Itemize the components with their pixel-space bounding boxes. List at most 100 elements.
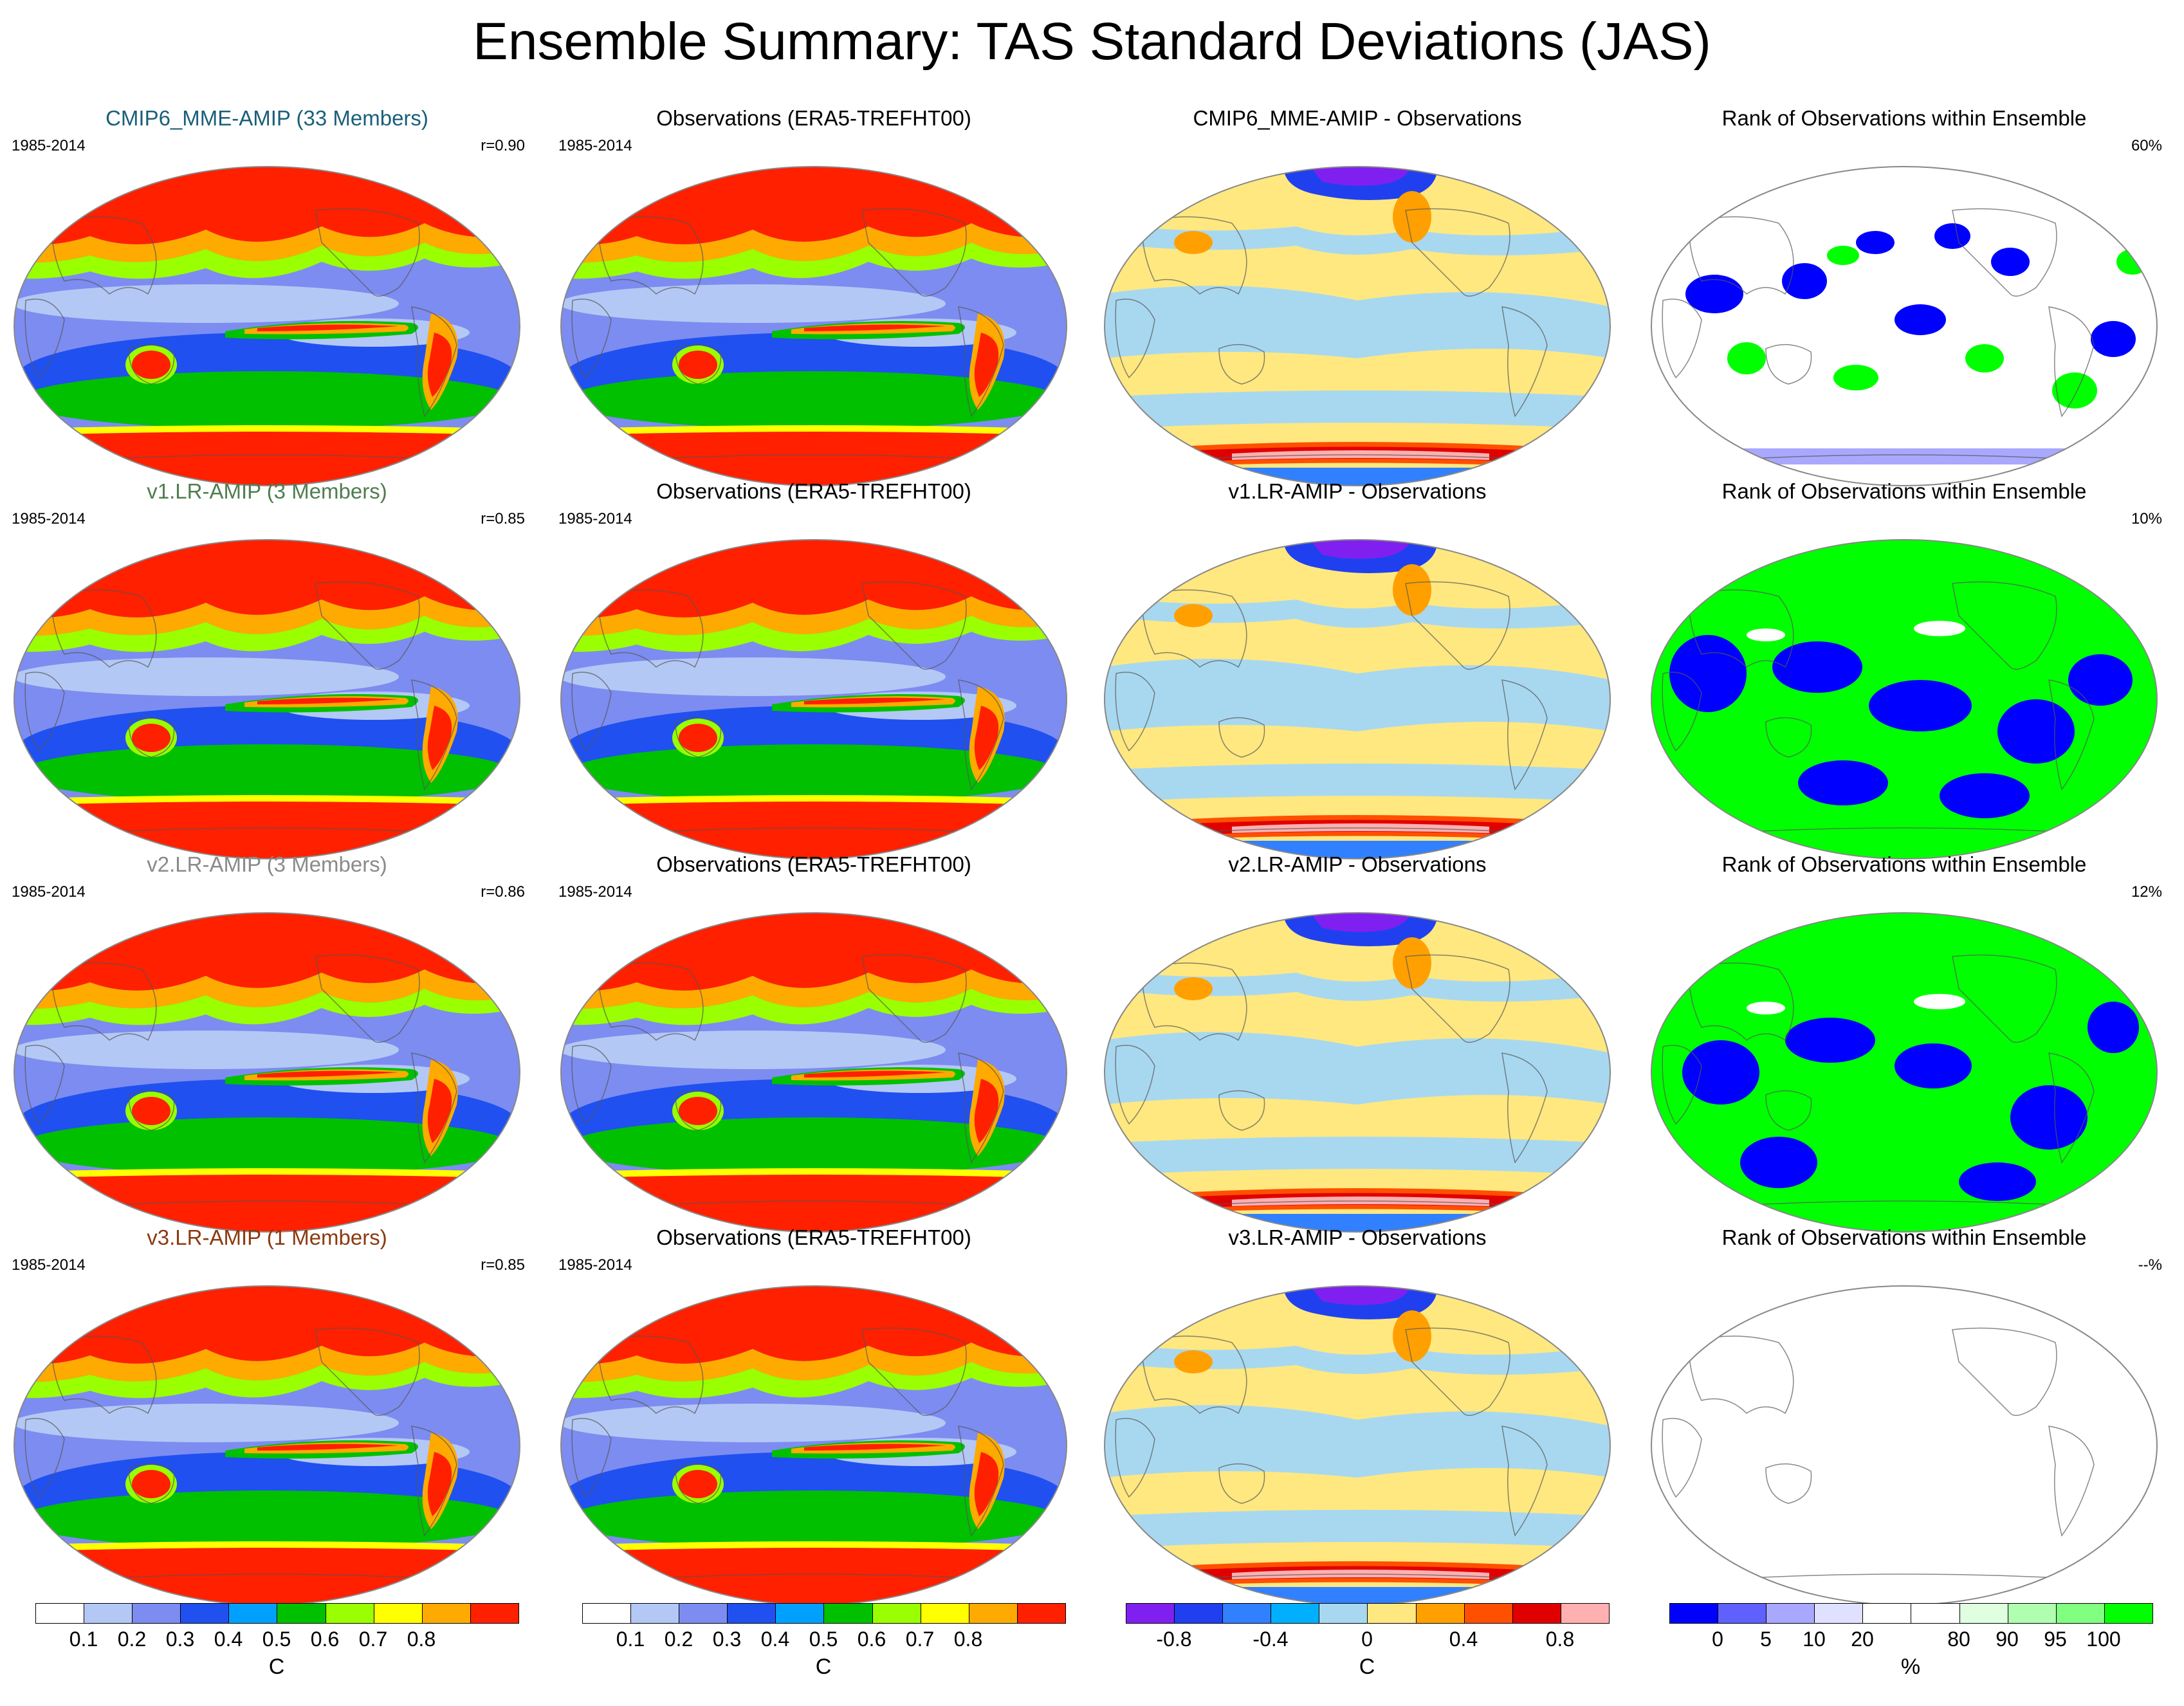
colorbar-sd: 0.1 0.2 0.3 0.4 0.5 0.6 0.7 0.8 C bbox=[582, 1603, 1084, 1706]
globe-map bbox=[560, 1285, 1067, 1606]
colorbar-swatch bbox=[583, 1604, 632, 1623]
colorbar-swatch bbox=[374, 1604, 423, 1623]
colorbar-swatch bbox=[2104, 1604, 2152, 1623]
period-label: 1985-2014 bbox=[558, 1256, 632, 1274]
colorbar-swatch bbox=[1959, 1604, 2008, 1623]
panel-title: Rank of Observations within Ensemble bbox=[1721, 1225, 2087, 1249]
globe-map bbox=[1104, 1285, 1611, 1606]
colorbar-tick-label: 0.2 bbox=[117, 1628, 147, 1651]
colorbar-tick-label: -0.4 bbox=[1253, 1628, 1289, 1651]
globe-map bbox=[1104, 166, 1611, 486]
globe-map bbox=[1651, 539, 2158, 859]
globe-map bbox=[1104, 912, 1611, 1233]
colorbar-swatch bbox=[1368, 1604, 1417, 1623]
colorbar-tick-label: 0.3 bbox=[165, 1628, 195, 1651]
globe-map bbox=[560, 166, 1067, 486]
panel-rank-row1: Rank of Observations within Ensemble 60% bbox=[1637, 106, 2171, 486]
colorbar-tick-label: 0.6 bbox=[310, 1628, 340, 1651]
panel-title: Observations (ERA5-TREFHT00) bbox=[656, 852, 971, 876]
colorbar-diff: -0.8 -0.4 0 0.4 0.8 C bbox=[1126, 1603, 1628, 1706]
colorbar-tick-label: 0 bbox=[1712, 1628, 1723, 1651]
panel-model-row2: v1.LR-AMIP (3 Members) 1985-2014 r=0.85 bbox=[0, 479, 534, 859]
panel-obs-row3: Observations (ERA5-TREFHT00) 1985-2014 bbox=[547, 852, 1081, 1233]
rank-percent-label: 60% bbox=[2131, 137, 2162, 154]
colorbar-swatch bbox=[728, 1604, 776, 1623]
colorbar-tick-label: 0.8 bbox=[1545, 1628, 1575, 1651]
globe-map bbox=[1651, 166, 2158, 486]
colorbar-tick-label: 0.5 bbox=[809, 1628, 838, 1651]
globe-map bbox=[14, 1285, 520, 1606]
correlation-label: r=0.85 bbox=[481, 510, 525, 527]
colorbar-swatch bbox=[776, 1604, 825, 1623]
panel-title: Rank of Observations within Ensemble bbox=[1721, 479, 2087, 503]
colorbar-swatch bbox=[1815, 1604, 1864, 1623]
colorbar-swatch bbox=[84, 1604, 133, 1623]
colorbar-swatch bbox=[1766, 1604, 1815, 1623]
colorbar-tick-label: 0.5 bbox=[262, 1628, 291, 1651]
panel-title: v3.LR-AMIP (1 Members) bbox=[147, 1225, 387, 1249]
panel-model-row4: v3.LR-AMIP (1 Members) 1985-2014 r=0.85 bbox=[0, 1225, 534, 1606]
panel-title: CMIP6_MME-AMIP - Observations bbox=[1193, 106, 1522, 130]
colorbar-tick-label: 0.1 bbox=[616, 1628, 645, 1651]
colorbar-swatch bbox=[277, 1604, 326, 1623]
colorbar-swatch bbox=[229, 1604, 278, 1623]
period-label: 1985-2014 bbox=[12, 883, 86, 901]
panel-rank-row4: Rank of Observations within Ensemble --% bbox=[1637, 1225, 2171, 1606]
colorbar-unit: C bbox=[815, 1655, 832, 1679]
colorbar-tick-label: -0.8 bbox=[1156, 1628, 1192, 1651]
colorbar-rank: 0 5 10 20 80 90 95 100% bbox=[1669, 1603, 2171, 1706]
colorbar-swatch bbox=[1126, 1604, 1175, 1623]
period-label: 1985-2014 bbox=[558, 510, 632, 527]
colorbar-swatch bbox=[921, 1604, 969, 1623]
correlation-label: r=0.86 bbox=[481, 883, 525, 901]
figure-title: Ensemble Summary: TAS Standard Deviation… bbox=[473, 12, 1711, 71]
colorbar-unit: C bbox=[1359, 1655, 1375, 1679]
colorbar-tick-label: 0.7 bbox=[905, 1628, 935, 1651]
colorbar-tick-label: 90 bbox=[1996, 1628, 2019, 1651]
colorbar-swatches bbox=[582, 1603, 1066, 1624]
colorbar-swatch bbox=[1319, 1604, 1368, 1623]
panel-obs-row4: Observations (ERA5-TREFHT00) 1985-2014 bbox=[547, 1225, 1081, 1606]
panel-title: Rank of Observations within Ensemble bbox=[1721, 106, 2087, 130]
colorbar-tick-label: 0.4 bbox=[214, 1628, 243, 1651]
colorbar-tick-label: 0.4 bbox=[760, 1628, 790, 1651]
colorbar-tick-label: 0.4 bbox=[1449, 1628, 1478, 1651]
period-label: 1985-2014 bbox=[12, 1256, 86, 1274]
colorbar-tick-label: 20 bbox=[1851, 1628, 1874, 1651]
colorbar-tick-label: 0.1 bbox=[69, 1628, 98, 1651]
panel-title: Rank of Observations within Ensemble bbox=[1721, 852, 2087, 876]
panel-model-row1: CMIP6_MME-AMIP (33 Members) 1985-2014 r=0.… bbox=[0, 106, 534, 486]
panel-title: v1.LR-AMIP - Observations bbox=[1228, 479, 1487, 503]
period-label: 1985-2014 bbox=[558, 883, 632, 901]
colorbar-swatch bbox=[1017, 1604, 1065, 1623]
rank-percent-label: --% bbox=[2138, 1256, 2162, 1274]
colorbar-swatch bbox=[1464, 1604, 1513, 1623]
colorbar-swatch bbox=[1271, 1604, 1320, 1623]
colorbar-swatch bbox=[1561, 1604, 1609, 1623]
panel-diff-row4: v3.LR-AMIP - Observations bbox=[1090, 1225, 1624, 1606]
panel-rank-row3: Rank of Observations within Ensemble 12% bbox=[1637, 852, 2171, 1233]
period-label: 1985-2014 bbox=[12, 137, 86, 154]
colorbar-swatch bbox=[2008, 1604, 2057, 1623]
colorbar-swatch bbox=[1512, 1604, 1561, 1623]
panel-diff-row3: v2.LR-AMIP - Observations bbox=[1090, 852, 1624, 1233]
panel-title: v2.LR-AMIP - Observations bbox=[1228, 852, 1487, 876]
colorbar-swatches bbox=[1126, 1603, 1610, 1624]
globe-map bbox=[1651, 1285, 2158, 1606]
panel-title: Observations (ERA5-TREFHT00) bbox=[656, 479, 971, 503]
colorbar-swatch bbox=[1223, 1604, 1272, 1623]
colorbar-swatch bbox=[1863, 1604, 1912, 1623]
colorbar-tick-label: 0.8 bbox=[407, 1628, 436, 1651]
colorbar-swatch bbox=[1718, 1604, 1767, 1623]
globe-map bbox=[1104, 539, 1611, 859]
panel-title: v2.LR-AMIP (3 Members) bbox=[147, 852, 387, 876]
period-label: 1985-2014 bbox=[12, 510, 86, 527]
colorbar-swatch bbox=[2056, 1604, 2105, 1623]
colorbar-unit: % bbox=[1900, 1655, 1921, 1679]
colorbar-tick-label: 0.3 bbox=[712, 1628, 742, 1651]
globe-map bbox=[560, 912, 1067, 1233]
rank-percent-label: 12% bbox=[2131, 883, 2162, 901]
colorbar-swatch bbox=[36, 1604, 85, 1623]
rank-percent-label: 10% bbox=[2131, 510, 2162, 527]
colorbar-tick-label: 80 bbox=[1947, 1628, 1970, 1651]
